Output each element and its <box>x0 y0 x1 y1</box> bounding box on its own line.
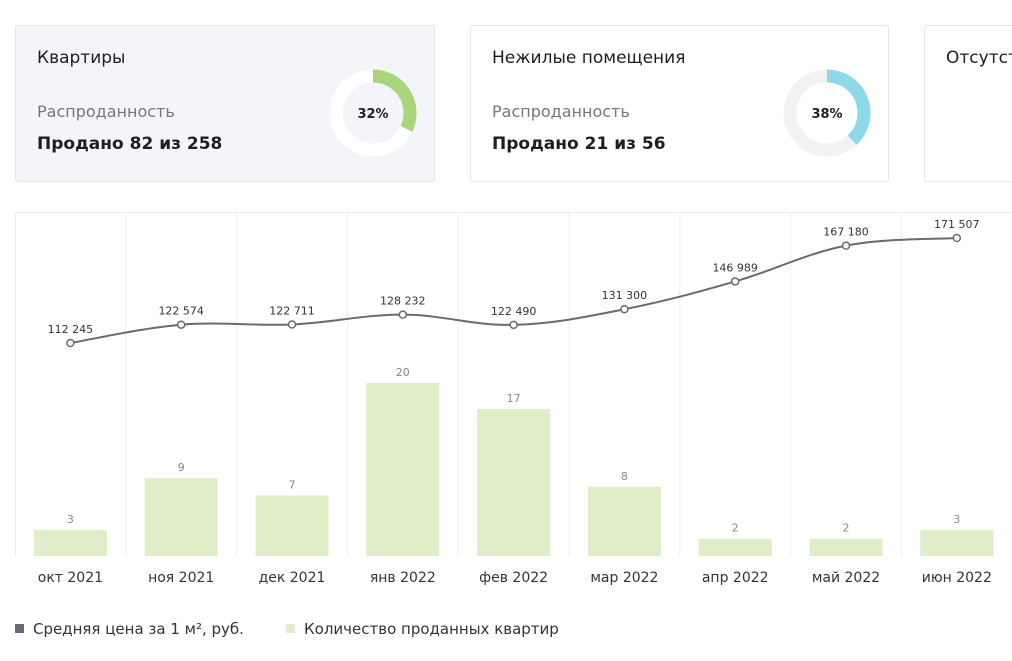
donut-arc <box>329 69 417 157</box>
price-value-label: 122 490 <box>491 305 537 318</box>
card-nonresidential[interactable]: Нежилые помещения Распроданность Продано… <box>470 25 889 182</box>
donut-chart: 38% <box>783 69 871 157</box>
donut-arc <box>783 69 871 157</box>
x-tick-label: фев 2022 <box>479 570 548 586</box>
bar <box>920 530 994 556</box>
x-tick-label: июн 2022 <box>922 570 992 586</box>
bar <box>33 530 107 556</box>
price-value-label: 167 180 <box>823 226 869 239</box>
x-tick-label: апр 2022 <box>702 570 769 586</box>
price-point <box>841 241 851 250</box>
price-point <box>730 277 740 286</box>
bar-value-label: 2 <box>732 522 739 535</box>
x-tick-label: ноя 2021 <box>148 570 214 586</box>
donut-chart: 32% <box>329 69 417 157</box>
price-point <box>176 320 186 329</box>
price-value-label: 112 245 <box>48 323 94 336</box>
price-point <box>509 320 518 330</box>
bar-value-label: 7 <box>289 478 296 491</box>
price-value-label: 131 300 <box>602 289 648 302</box>
legend-line-swatch <box>15 624 24 633</box>
price-point <box>620 304 629 314</box>
card-sold-text: Продано 21 из 56 <box>492 134 666 154</box>
price-point <box>66 338 75 348</box>
donut-percent-label: 32% <box>357 107 388 122</box>
bar <box>366 383 440 556</box>
price-point <box>287 320 297 329</box>
card-other[interactable]: Отсутст <box>924 25 1012 182</box>
legend-bar-label: Количество проданных квартир <box>304 620 559 638</box>
x-tick-label: май 2022 <box>812 570 880 586</box>
bar-value-label: 9 <box>178 461 185 474</box>
price-value-label: 146 989 <box>712 261 758 274</box>
sales-chart: 3 9 7 20 17 8 2 2 3 окт 2021 ноя 2021 дек 2021 янв 2… <box>33 213 994 586</box>
card-sold-text: Продано 82 из 258 <box>37 134 223 154</box>
card-apartments[interactable]: Квартиры Распроданность Продано 82 из 25… <box>15 25 435 182</box>
x-tick-label: мар 2022 <box>590 570 658 586</box>
card-subtitle: Распроданность <box>492 102 630 121</box>
price-value-label: 122 574 <box>158 305 204 318</box>
x-tick-label: янв 2022 <box>370 570 436 586</box>
card-title: Квартиры <box>37 48 126 68</box>
bar <box>255 495 329 556</box>
price-point <box>952 233 962 243</box>
bar-value-label: 20 <box>396 366 410 379</box>
card-title: Отсутст <box>946 48 1012 68</box>
bar <box>477 408 551 556</box>
card-title: Нежилые помещения <box>492 48 686 68</box>
bar <box>809 538 883 556</box>
bar-value-label: 17 <box>507 392 521 405</box>
legend-bar-swatch <box>286 624 295 633</box>
price-value-label: 122 711 <box>269 304 315 317</box>
price-value-label: 171 507 <box>934 218 980 231</box>
bar-value-label: 3 <box>67 513 74 526</box>
bar-value-label: 8 <box>621 470 628 483</box>
legend-line: Средняя цена за 1 м², руб. <box>15 620 244 638</box>
donut-percent-label: 38% <box>811 107 842 122</box>
bar <box>144 478 218 556</box>
bar-value-label: 2 <box>843 522 850 535</box>
legend-line-label: Средняя цена за 1 м², руб. <box>33 620 244 638</box>
chart-area <box>15 212 1012 557</box>
price-value-label: 128 232 <box>380 295 426 308</box>
bar <box>698 538 772 556</box>
bar <box>587 486 661 556</box>
bar-value-label: 3 <box>953 513 960 526</box>
x-tick-label: окт 2021 <box>38 570 103 586</box>
card-subtitle: Распроданность <box>37 102 175 121</box>
x-tick-label: дек 2021 <box>259 570 326 586</box>
legend-bar: Количество проданных квартир <box>286 620 559 638</box>
price-point <box>398 310 408 319</box>
